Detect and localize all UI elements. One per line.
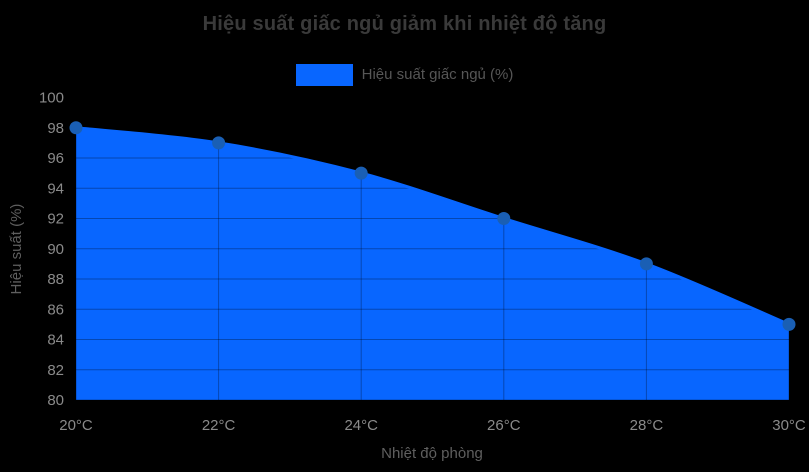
data-point-marker[interactable]	[782, 317, 796, 331]
y-tick-label: 88	[47, 271, 64, 288]
y-tick-label: 80	[47, 392, 64, 409]
data-point-marker[interactable]	[639, 257, 653, 271]
y-tick-label: 92	[47, 211, 64, 228]
gridlines	[75, 97, 790, 401]
legend-item[interactable]: Hiệu suất giấc ngủ (%)	[0, 63, 809, 86]
x-axis-tick-labels: 20°C 22°C 24°C 26°C 28°C 30°C	[59, 417, 806, 434]
data-point-marker[interactable]	[497, 212, 511, 225]
x-tick-label: 28°C	[630, 417, 664, 434]
x-tick-label: 24°C	[344, 417, 378, 434]
y-tick-label: 98	[47, 120, 64, 137]
y-tick-label: 100	[39, 90, 64, 107]
x-tick-label: 30°C	[772, 417, 806, 434]
y-tick-label: 82	[47, 362, 64, 379]
data-point-markers[interactable]	[69, 121, 796, 331]
legend-label: Hiệu suất giấc ngủ (%)	[361, 66, 514, 83]
y-axis-tick-labels: 80 82 84 86 88 90 92 94 96 98 100	[39, 90, 64, 410]
y-tick-label: 90	[47, 241, 64, 258]
data-point-marker[interactable]	[69, 121, 83, 135]
series-line	[75, 126, 790, 326]
chart-title: Hiệu suất giấc ngủ giảm khi nhiệt độ tăn…	[202, 13, 607, 35]
y-tick-label: 86	[47, 301, 64, 318]
x-axis-title: Nhiệt độ phòng	[381, 445, 483, 462]
area-series	[76, 127, 789, 400]
y-tick-label: 94	[47, 180, 64, 197]
data-point-marker[interactable]	[212, 136, 226, 150]
y-tick-label: 96	[47, 150, 64, 167]
y-tick-label: 84	[47, 332, 64, 349]
x-tick-label: 22°C	[202, 417, 236, 434]
y-axis-title: Hiệu suất (%)	[8, 204, 25, 295]
x-tick-label: 26°C	[487, 417, 521, 434]
area-fill	[76, 127, 789, 400]
data-point-marker[interactable]	[354, 166, 368, 180]
line-series	[75, 126, 790, 326]
legend-swatch	[295, 63, 353, 86]
x-tick-label: 20°C	[59, 417, 93, 434]
